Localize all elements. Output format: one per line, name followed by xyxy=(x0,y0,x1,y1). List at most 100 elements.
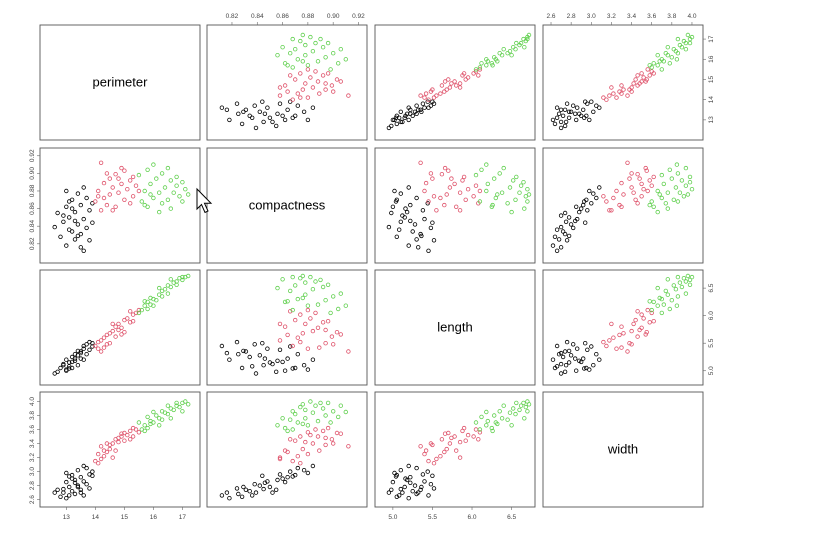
data-point-s1-9 xyxy=(454,83,459,88)
data-point-s1-16 xyxy=(127,428,133,434)
panel-frame xyxy=(206,147,368,264)
data-point-s0-10 xyxy=(75,353,81,358)
data-point-s2-12 xyxy=(517,190,522,195)
data-point-s2-11 xyxy=(511,406,516,411)
data-point-s0-14 xyxy=(422,479,427,484)
data-point-s2-22 xyxy=(655,53,660,58)
data-point-s1-14 xyxy=(644,168,649,173)
data-point-s1-13 xyxy=(293,77,298,82)
data-point-s2-20 xyxy=(674,57,680,62)
data-point-s2-24 xyxy=(325,282,331,287)
data-point-s2-5 xyxy=(154,176,159,181)
data-point-s1-7 xyxy=(107,446,112,452)
data-point-s0-30 xyxy=(274,487,279,492)
x-tick-label: 0.90 xyxy=(327,13,340,20)
scatter-panel-3-0 xyxy=(39,391,201,508)
x-axis-compactness: 0.82 0.84 0.86 0.88 0.90 0.92 xyxy=(226,13,365,25)
y-tick-label: 0.92 xyxy=(29,149,36,162)
data-point-s1-22 xyxy=(442,165,448,171)
data-point-s0-16 xyxy=(594,103,599,108)
data-point-s1-0 xyxy=(604,97,609,102)
data-point-s0-31 xyxy=(430,99,435,104)
data-point-s2-4 xyxy=(295,420,300,425)
data-point-s0-25 xyxy=(416,245,421,250)
data-point-s2-27 xyxy=(647,299,652,304)
data-point-s0-5 xyxy=(66,484,72,490)
data-point-s0-12 xyxy=(78,487,83,492)
data-point-s1-22 xyxy=(119,165,124,171)
data-point-s2-20 xyxy=(484,409,489,415)
data-point-s2-20 xyxy=(151,409,156,415)
scatter-panel-3-1 xyxy=(206,391,368,508)
data-point-s1-3 xyxy=(317,448,322,453)
data-point-s2-8 xyxy=(331,409,336,414)
scatter-panel-0-3 xyxy=(542,24,704,141)
data-point-s2-5 xyxy=(492,55,497,60)
data-point-s2-12 xyxy=(677,42,683,48)
data-point-s0-3 xyxy=(390,479,396,485)
y-tick-label: 0.90 xyxy=(29,167,36,180)
data-point-s2-12 xyxy=(303,280,308,285)
data-point-s0-29 xyxy=(393,474,399,479)
data-point-s1-9 xyxy=(113,324,118,329)
data-point-s2-27 xyxy=(285,428,290,434)
data-point-s0-19 xyxy=(234,486,240,491)
data-point-s1-1 xyxy=(614,95,619,100)
data-point-s1-25 xyxy=(635,201,640,206)
data-point-s1-25 xyxy=(127,437,133,442)
data-point-s0-27 xyxy=(406,105,411,110)
data-point-s1-0 xyxy=(93,458,98,464)
data-point-s1-25 xyxy=(127,309,133,314)
data-point-s2-24 xyxy=(687,40,693,46)
data-point-s2-25 xyxy=(501,165,506,171)
data-point-s0-25 xyxy=(558,245,564,250)
data-point-s1-9 xyxy=(454,448,459,453)
data-point-s0-1 xyxy=(58,365,63,371)
data-point-s0-27 xyxy=(310,463,316,469)
data-point-s2-16 xyxy=(308,399,313,404)
data-point-s0-21 xyxy=(392,470,397,476)
data-point-s1-24 xyxy=(104,441,110,446)
data-point-s2-19 xyxy=(479,167,484,172)
data-point-s1-21 xyxy=(110,321,115,327)
data-point-s0-22 xyxy=(558,119,564,125)
data-point-s0-22 xyxy=(61,490,66,495)
data-point-s0-31 xyxy=(260,473,265,478)
data-point-s0-25 xyxy=(78,350,83,356)
data-point-s1-6 xyxy=(430,176,435,181)
data-point-s0-28 xyxy=(566,109,572,114)
data-point-s2-12 xyxy=(171,407,176,413)
data-point-s0-27 xyxy=(597,357,602,362)
data-point-s0-0 xyxy=(386,490,392,495)
data-point-s1-2 xyxy=(98,208,104,213)
data-point-s1-1 xyxy=(305,95,311,100)
data-point-s0-11 xyxy=(398,191,403,196)
data-point-s0-25 xyxy=(416,490,421,495)
data-point-s2-16 xyxy=(308,274,313,280)
data-point-s1-21 xyxy=(609,85,614,90)
data-point-s2-17 xyxy=(300,402,305,407)
data-point-s2-11 xyxy=(511,178,516,183)
data-point-s2-5 xyxy=(492,176,497,181)
data-point-s0-10 xyxy=(568,222,574,227)
data-point-s2-20 xyxy=(151,303,156,308)
data-point-s1-18 xyxy=(651,174,656,180)
x-tick-label: 0.86 xyxy=(276,13,289,20)
data-point-s0-11 xyxy=(398,468,403,473)
data-point-s1-27 xyxy=(637,176,642,181)
data-point-s0-10 xyxy=(568,353,574,358)
data-point-s0-10 xyxy=(257,483,262,488)
data-point-s1-21 xyxy=(457,85,463,90)
data-point-s0-3 xyxy=(574,368,579,373)
data-point-s1-5 xyxy=(617,89,622,94)
data-point-s0-2 xyxy=(61,219,66,224)
x-tick-label: 0.88 xyxy=(302,13,315,20)
data-point-s1-24 xyxy=(428,171,434,176)
data-point-s0-3 xyxy=(282,479,288,485)
y-tick-label: 0.84 xyxy=(29,219,36,232)
data-point-s0-15 xyxy=(426,248,431,253)
data-point-s1-11 xyxy=(116,439,121,445)
data-point-s2-20 xyxy=(484,57,489,62)
data-point-s2-25 xyxy=(165,291,171,296)
data-point-s1-10 xyxy=(329,334,335,339)
